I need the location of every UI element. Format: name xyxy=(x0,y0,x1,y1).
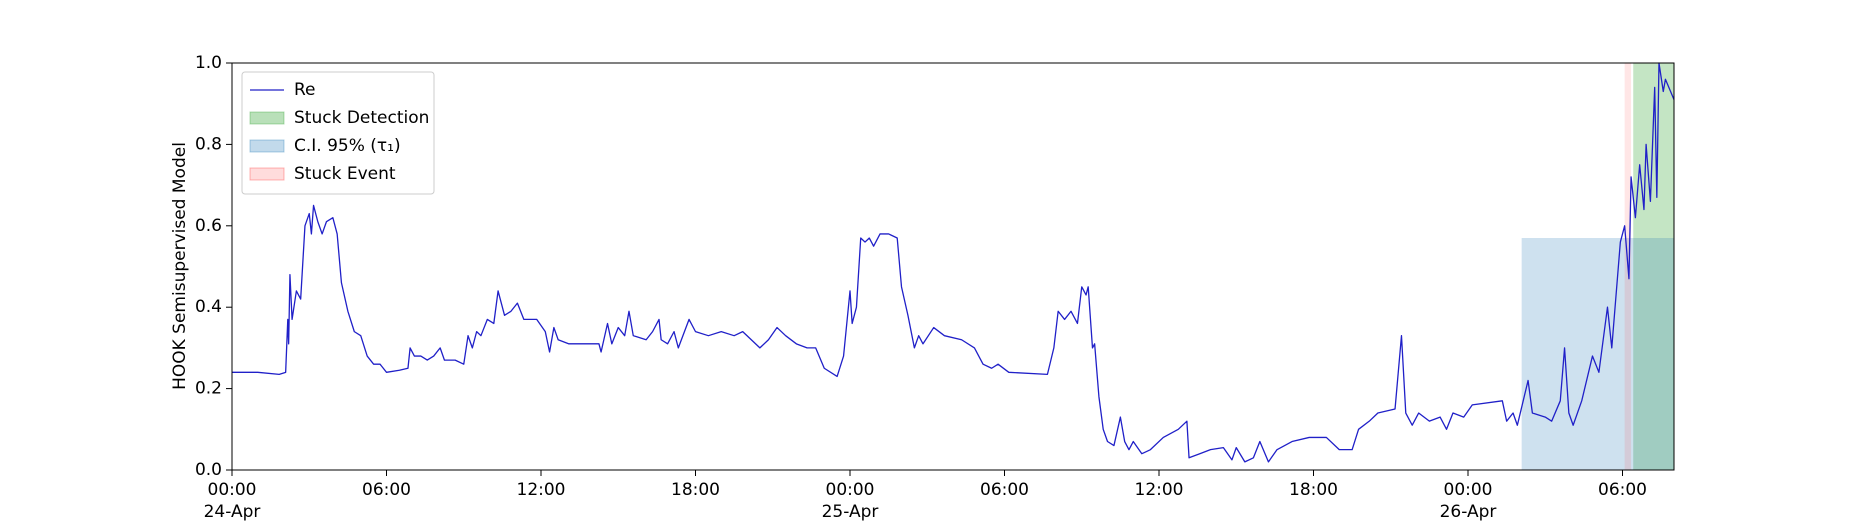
x-tick-label: 00:00 xyxy=(1444,480,1493,500)
y-tick-label: 0.8 xyxy=(195,134,222,154)
x-tick-label: 06:00 xyxy=(980,480,1029,500)
legend-patch xyxy=(249,139,285,153)
x-tick-label: 00:00 xyxy=(826,480,875,500)
span xyxy=(1521,238,1674,470)
x-tick-label: 26-Apr xyxy=(1440,502,1497,522)
x-tick-label: 12:00 xyxy=(1135,480,1184,500)
plot-frame xyxy=(231,62,1675,471)
y-tick-label: 0.2 xyxy=(195,379,222,399)
legend-box xyxy=(241,71,435,195)
y-tick-label: 0.6 xyxy=(195,216,222,236)
x-tick-label: 24-Apr xyxy=(204,502,261,522)
y-tick-label: 1.0 xyxy=(195,53,222,73)
x-tick-label: 00:00 xyxy=(208,480,257,500)
legend-label: C.I. 95% (τ₁) xyxy=(294,136,401,156)
legend-patch xyxy=(249,167,285,181)
y-axis-label: HOOK Semisupervised Model xyxy=(170,142,190,390)
line-series xyxy=(232,62,1675,463)
x-tick-label: 18:00 xyxy=(671,480,720,500)
legend-label: Re xyxy=(294,80,316,100)
x-tick-label: 12:00 xyxy=(517,480,566,500)
x-tick-label: 18:00 xyxy=(1289,480,1338,500)
y-tick-label: 0.4 xyxy=(195,297,222,317)
x-tick-label: 25-Apr xyxy=(822,502,879,522)
x-tick-label: 06:00 xyxy=(1598,480,1647,500)
legend-label: Stuck Event xyxy=(294,164,396,184)
legend-label: Stuck Detection xyxy=(294,108,429,128)
legend-patch xyxy=(249,111,285,125)
x-tick-label: 06:00 xyxy=(362,480,411,500)
y-tick-label: 0.0 xyxy=(195,460,222,480)
